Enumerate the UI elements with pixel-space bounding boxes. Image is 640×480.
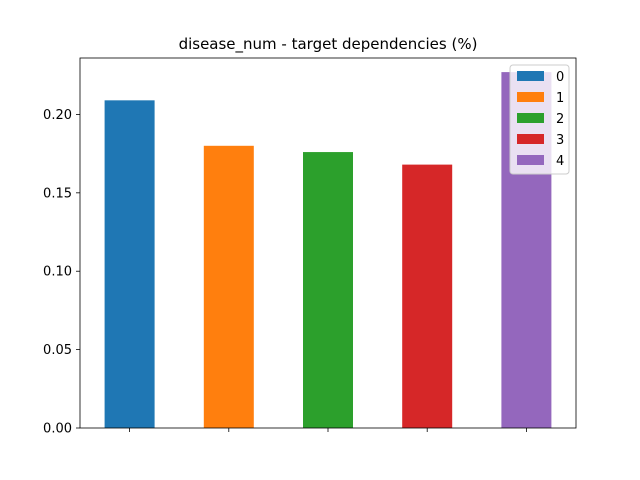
legend-label-1: 1: [556, 91, 564, 106]
chart-title: disease_num - target dependencies (%): [179, 35, 478, 54]
legend-swatch-3: [517, 134, 544, 144]
y-tick-label: 0.15: [43, 186, 72, 201]
legend-label-4: 4: [556, 154, 564, 169]
legend: 0 1 2 3 4: [509, 64, 570, 175]
legend-label-2: 2: [556, 112, 564, 127]
bar-0: [104, 100, 155, 428]
bar-3: [402, 164, 453, 428]
bar-2: [303, 152, 353, 428]
legend-label-0: 0: [556, 70, 564, 85]
legend-swatch-1: [517, 92, 544, 102]
x-axis: [129, 428, 527, 432]
legend-swatch-2: [517, 113, 544, 123]
y-tick-label: 0.05: [43, 343, 72, 358]
y-tick-label: 0.20: [43, 108, 72, 123]
plot-frame: [79, 57, 577, 429]
legend-label-3: 3: [556, 133, 564, 148]
legend-swatch-4: [517, 155, 544, 165]
legend-swatch-0: [517, 71, 544, 81]
bar-1: [203, 145, 254, 428]
y-axis: 0.00 0.05 0.10 0.15 0.20: [43, 108, 80, 437]
y-tick-label: 0.10: [43, 265, 72, 280]
y-tick-label: 0.00: [43, 422, 72, 437]
bars-group: [104, 72, 552, 428]
